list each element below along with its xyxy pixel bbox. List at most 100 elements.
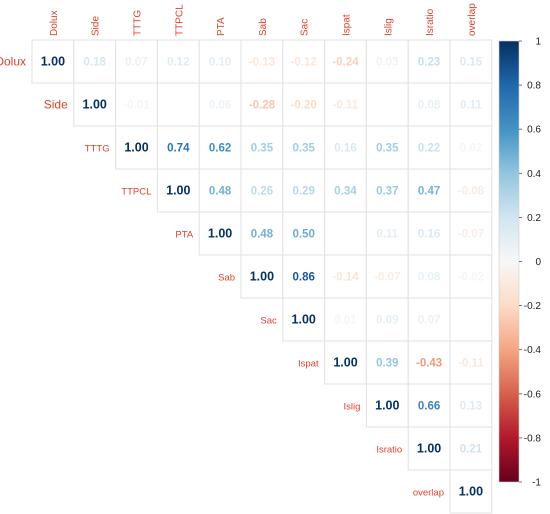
grid-cell (31, 39, 75, 84)
grid-cell (365, 254, 409, 299)
grid-cell (365, 82, 409, 127)
cell-value: 0.01 (334, 315, 357, 327)
cell-value: 0.34 (334, 186, 357, 198)
grid-cell (407, 39, 451, 84)
cell-value: 0.15 (460, 57, 483, 69)
cell-value: -0.02 (458, 272, 484, 284)
grid-cell (115, 125, 158, 170)
cell-value: 0.02 (460, 143, 482, 155)
colorbar-tick-label: 0.6 (527, 125, 541, 136)
cell-value: -0.24 (332, 57, 359, 69)
cell-value: 0.86 (293, 272, 315, 284)
cell-value: 0.03 (376, 57, 398, 69)
row-label: overlap (413, 488, 444, 499)
grid-cell (407, 254, 451, 299)
cell-value: 1.00 (124, 141, 148, 155)
cell-value: -0.43 (416, 358, 442, 370)
cell-value: 0.07 (418, 315, 440, 327)
cell-value: 0.74 (167, 143, 190, 155)
cell-value: -0.07 (374, 272, 400, 284)
cell-value: 0.16 (334, 143, 356, 155)
cell-value: 0.50 (293, 229, 315, 241)
colorbar-tick-label: 0.2 (527, 213, 541, 224)
cell-value: 0.26 (251, 186, 273, 198)
grid-cell (449, 469, 493, 514)
cell-value: 1.00 (83, 98, 107, 112)
grid-cell (449, 82, 493, 127)
column-label: Sab (258, 18, 269, 36)
column-label: Isratio (425, 8, 436, 36)
grid-cell (156, 168, 200, 213)
grid-cell (73, 39, 117, 84)
grid-cell (324, 39, 367, 84)
cell-value: 0.16 (418, 229, 440, 241)
grid-cell (449, 426, 493, 471)
column-label: Dolux (49, 10, 60, 36)
grid-cell (282, 82, 326, 127)
colorbar: 1 0.8 0.6 0.4 0.2 0 -0.2 -0.4 -0.6 -0.8 -1 (498, 37, 542, 489)
grid-cell (365, 297, 409, 342)
colorbar-tick-label: 0 (535, 257, 541, 268)
colorbar-tick-label: -0.8 (524, 433, 542, 444)
cell-value: 0.08 (418, 272, 441, 284)
grid-cell (198, 211, 242, 256)
cell-value: 1.00 (333, 356, 357, 370)
cell-value: 0.39 (376, 358, 398, 370)
cell-value: 0.18 (84, 57, 107, 69)
colorbar-tick-label: -0.4 (524, 345, 542, 356)
cell-value: 0.23 (418, 57, 440, 69)
grid-cell (449, 297, 493, 342)
column-label: TTPCL (174, 4, 185, 36)
cell-value: -0.11 (458, 358, 484, 370)
grid-cell (449, 125, 493, 170)
column-label: overlap (467, 3, 478, 36)
cell-value: 0.29 (293, 186, 315, 198)
cell-value: 0.62 (209, 143, 231, 155)
cell-value: 0.48 (209, 186, 232, 198)
colorbar-tick-label: 1 (535, 37, 541, 48)
grid-cell (449, 39, 493, 84)
cell-value: 0.06 (209, 100, 231, 112)
grid-cell (240, 254, 284, 299)
colorbar-tick-label: 0.8 (527, 81, 541, 92)
cell-value: 0.35 (251, 143, 274, 155)
cell-value: 1.00 (292, 313, 316, 327)
colorbar-gradient (498, 40, 520, 483)
cell-value: 0.47 (418, 186, 440, 198)
row-label: Dolux (0, 55, 26, 69)
cell-value: 0.12 (167, 57, 189, 69)
grid-cell (73, 82, 117, 127)
cell-value: -0.11 (333, 100, 359, 112)
cells-layer: 1.00 0.18 0.07 0.12 0.10 -0.13 -0.12 -0.24 0.03 0… (41, 55, 485, 499)
colorbar-tick-label: 0.4 (527, 169, 541, 180)
grid-cell (324, 82, 367, 127)
row-label: Side (44, 98, 68, 112)
row-label: Isratio (376, 445, 402, 456)
grid-cell (240, 211, 284, 256)
cell-value: 0.35 (293, 143, 316, 155)
grid-cell (407, 168, 451, 213)
grid-cell (449, 254, 493, 299)
cell-value: 0.21 (460, 444, 483, 456)
cell-value: 1.00 (166, 184, 190, 198)
cell-value: 1.00 (459, 485, 483, 499)
cell-value: -0.07 (458, 229, 484, 241)
grid-layer (31, 39, 493, 514)
grid-cell (449, 211, 493, 256)
cell-value: -0.13 (249, 57, 275, 69)
cell-value: -0.01 (123, 100, 150, 112)
cell-value: -0.28 (249, 100, 276, 112)
cell-value: 0.37 (376, 186, 398, 198)
cell-value: 0.66 (418, 401, 440, 413)
cell-value: 0.35 (376, 143, 399, 155)
column-label: Side (91, 16, 102, 36)
cell-value: 0.08 (418, 100, 441, 112)
row-label: Sac (260, 316, 277, 327)
colorbar-tick-label: -0.2 (524, 301, 542, 312)
grid-cell (365, 211, 409, 256)
colorbar-tick-label: -0.6 (524, 389, 542, 400)
cell-value: 1.00 (375, 399, 399, 413)
grid-cell (324, 297, 367, 342)
cell-value: 0.48 (251, 229, 274, 241)
